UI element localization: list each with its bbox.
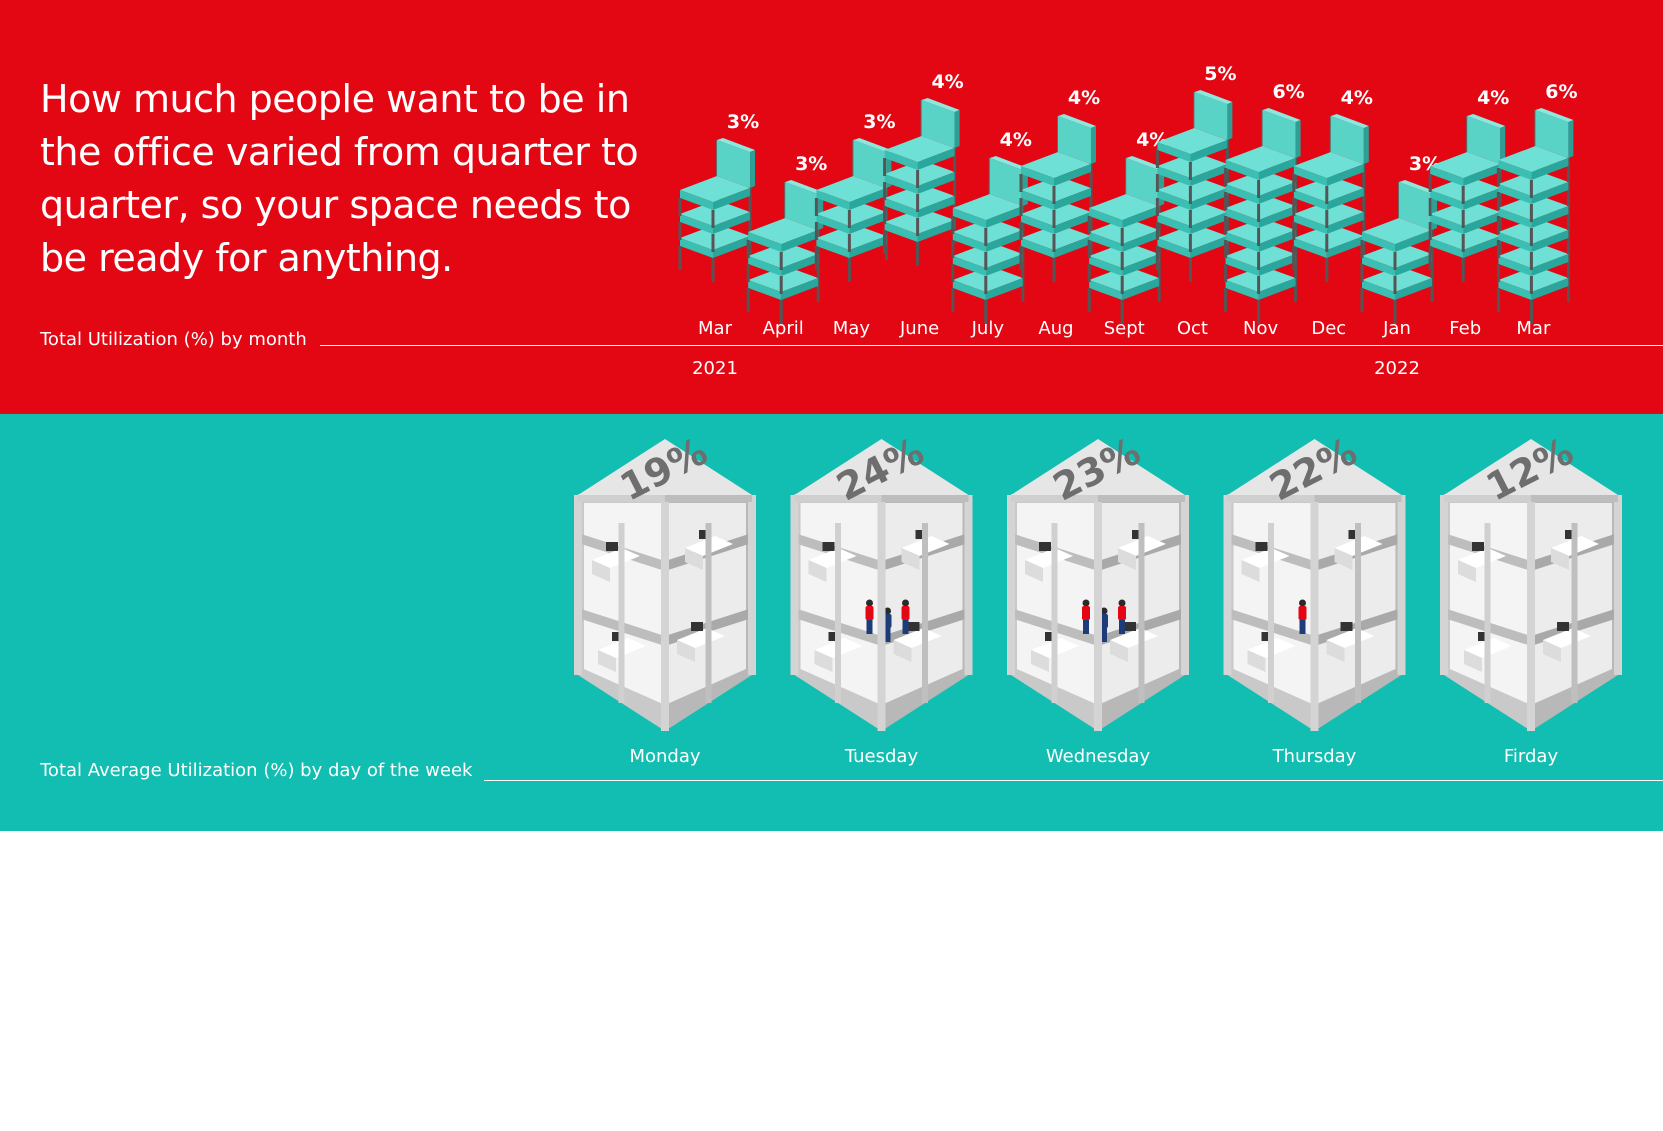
- month-tick-label: Mar: [1516, 318, 1551, 339]
- month-value-label: 3%: [863, 111, 895, 133]
- chair-stack-bar: [1019, 114, 1096, 282]
- year-label: 2022: [1374, 358, 1420, 379]
- weekday-tick-label: Monday: [629, 746, 700, 767]
- office-building-bar: [1223, 439, 1406, 731]
- month-value-label: 6%: [1272, 81, 1304, 103]
- monthly-utilization-panel: How much people want to be in the office…: [0, 0, 1663, 414]
- monthly-axis-rule: [320, 345, 1663, 346]
- weekday-tick-label: Tuesday: [844, 746, 919, 767]
- month-value-label: 3%: [727, 111, 759, 133]
- month-tick-label: May: [833, 318, 871, 339]
- year-label: 2021: [692, 358, 738, 379]
- weekday-tick-label: Firday: [1504, 746, 1559, 767]
- office-building-bar: [574, 439, 756, 731]
- month-tick-label: Sept: [1104, 318, 1145, 339]
- month-value-label: 4%: [1068, 87, 1100, 109]
- chair-stack-bar: [951, 156, 1028, 324]
- month-tick-label: Dec: [1311, 318, 1346, 339]
- office-building-bar: [790, 439, 973, 731]
- chair-stack-bar: [1428, 114, 1506, 282]
- month-value-label: 4%: [931, 71, 963, 93]
- month-tick-label: Feb: [1449, 318, 1481, 339]
- weekday-tick-label: Thursday: [1272, 746, 1357, 767]
- office-building-bar: [1440, 439, 1622, 731]
- chair-stack-bar: [1360, 180, 1437, 324]
- month-tick-label: Jan: [1382, 318, 1411, 339]
- chair-stack-bar: [814, 138, 892, 282]
- chair-stack-bar: [1496, 108, 1574, 324]
- weekday-tick-label: Wednesday: [1046, 746, 1151, 767]
- chair-stack-bar: [678, 138, 755, 282]
- chair-stack-bar: [746, 180, 824, 324]
- month-value-label: 3%: [795, 153, 827, 175]
- month-tick-label: Oct: [1177, 318, 1208, 339]
- month-tick-label: Mar: [698, 318, 733, 339]
- month-value-label: 4%: [1000, 129, 1032, 151]
- month-tick-label: Nov: [1243, 318, 1278, 339]
- weekday-chart-subtitle: Total Average Utilization (%) by day of …: [40, 760, 473, 781]
- month-tick-label: Aug: [1038, 318, 1073, 339]
- weekday-axis-rule: [484, 780, 1663, 781]
- monthly-chart-subtitle: Total Utilization (%) by month: [40, 329, 307, 350]
- weekday-headline: Improve employee engagement, collaborati…: [40, 870, 553, 1126]
- office-building-bar: [1007, 439, 1189, 731]
- chair-stack-bar: [1292, 114, 1369, 282]
- chair-stack-bar: [883, 98, 960, 266]
- chair-stack-bar: [1087, 156, 1165, 324]
- chair-stack-bar: [1224, 108, 1301, 324]
- month-tick-label: July: [971, 318, 1005, 339]
- monthly-headline: How much people want to be in the office…: [40, 77, 639, 280]
- month-tick-label: April: [763, 318, 804, 339]
- utilization-charts: 3% Mar 3% April 3% May 4% June 4% July 4% Aug 4% Sept…: [574, 63, 1622, 767]
- month-value-label: 5%: [1204, 63, 1236, 85]
- month-tick-label: June: [899, 318, 939, 339]
- month-value-label: 4%: [1477, 87, 1509, 109]
- month-value-label: 6%: [1545, 81, 1577, 103]
- month-value-label: 4%: [1341, 87, 1373, 109]
- chair-stack-bar: [1155, 90, 1233, 282]
